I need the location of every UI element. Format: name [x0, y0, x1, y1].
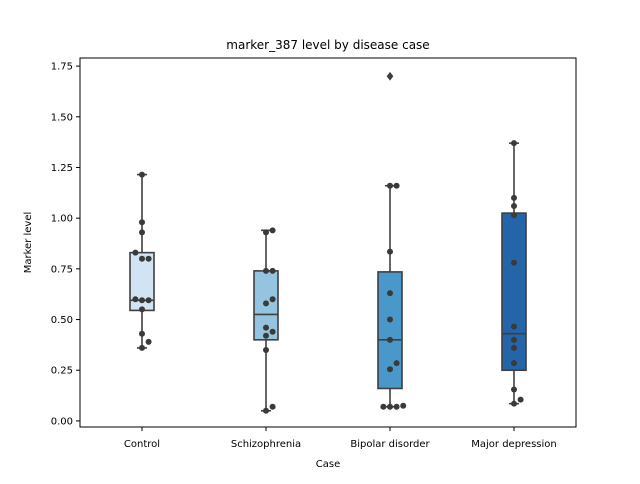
- data-point: [511, 336, 517, 343]
- x-tick-label: Control: [124, 439, 160, 450]
- data-point: [145, 255, 152, 262]
- data-point: [511, 203, 517, 210]
- y-tick-label: 0.75: [51, 264, 73, 275]
- data-point: [269, 296, 276, 303]
- data-point: [139, 229, 145, 236]
- data-point: [400, 402, 407, 409]
- data-point: [132, 296, 139, 303]
- y-tick-label: 1.00: [51, 214, 73, 225]
- y-tick-label: 1.25: [51, 163, 73, 174]
- x-tick-label: Major depression: [471, 439, 557, 450]
- data-point: [387, 403, 393, 410]
- data-point: [139, 306, 145, 313]
- data-point: [269, 227, 276, 234]
- data-point: [139, 297, 145, 304]
- data-point: [139, 344, 145, 351]
- data-point: [387, 316, 393, 323]
- data-point: [393, 182, 400, 189]
- y-tick-label: 1.50: [51, 112, 73, 123]
- data-point: [511, 259, 517, 266]
- chart-title: marker_387 level by disease case: [226, 38, 429, 52]
- data-point: [263, 407, 269, 414]
- data-point: [263, 332, 269, 339]
- data-point: [263, 346, 269, 353]
- outlier-marker: [386, 71, 394, 81]
- data-point: [517, 396, 524, 403]
- data-point: [269, 328, 276, 335]
- data-point: [139, 171, 145, 178]
- data-point: [387, 290, 393, 297]
- data-point: [387, 248, 393, 255]
- data-point: [132, 249, 139, 256]
- x-tick-label: Schizophrenia: [231, 439, 301, 450]
- box-group: [501, 142, 527, 405]
- data-point: [387, 182, 393, 189]
- data-point: [387, 366, 393, 373]
- data-point: [393, 360, 400, 367]
- data-point: [511, 212, 517, 219]
- y-tick-label: 0.50: [51, 315, 73, 326]
- data-point: [263, 324, 269, 331]
- y-tick-label: 0.00: [51, 416, 73, 427]
- data-point: [145, 297, 152, 304]
- y-tick-label: 1.75: [51, 62, 73, 73]
- y-axis-label: Marker level: [23, 212, 34, 274]
- data-point: [393, 403, 400, 410]
- data-point: [380, 403, 387, 410]
- data-point: [511, 344, 517, 351]
- data-point: [511, 323, 517, 330]
- x-axis-label: Case: [316, 459, 340, 470]
- data-point: [511, 360, 517, 367]
- data-point: [139, 255, 145, 262]
- data-point: [263, 267, 269, 274]
- data-point: [145, 338, 152, 345]
- data-point: [263, 229, 269, 236]
- data-point: [269, 403, 276, 410]
- data-point: [511, 140, 517, 147]
- data-point: [263, 300, 269, 307]
- data-point: [511, 386, 517, 393]
- data-point: [269, 267, 276, 274]
- plot-area: [129, 71, 527, 414]
- axes-frame: [79, 57, 577, 428]
- data-point: [139, 330, 145, 337]
- data-point: [387, 336, 393, 343]
- y-tick-label: 0.25: [51, 366, 73, 377]
- data-point: [511, 194, 517, 201]
- data-point: [511, 400, 517, 407]
- box: [501, 212, 527, 372]
- data-point: [139, 219, 145, 226]
- x-tick-label: Bipolar disorder: [350, 439, 430, 450]
